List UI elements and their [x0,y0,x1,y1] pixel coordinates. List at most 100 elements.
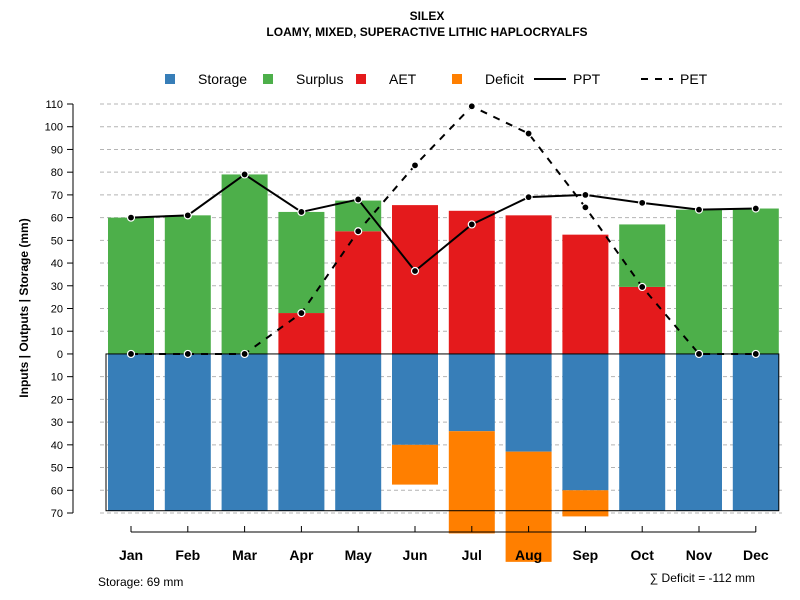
aet-bar [392,205,438,354]
pet-point [581,203,590,212]
x-tick-label: Jul [462,547,482,563]
aet-bar [505,215,552,354]
ppt-line [130,173,756,273]
pet-point [638,282,647,292]
y-tick-label: 40 [51,440,63,452]
surplus-bar [278,211,325,314]
deficit-bar [562,490,609,517]
ppt-point [183,211,192,220]
deficit-bar [448,431,495,534]
y-tick-label: 0 [57,349,63,361]
ppt-point [581,190,590,199]
aet-bar [335,231,382,354]
pet-line [131,105,756,355]
x-tick-label: Oct [631,547,655,563]
y-tick-label: 50 [51,235,63,247]
deficit-bar [392,444,438,485]
surplus-bar [732,208,779,354]
pet-point [354,227,363,236]
legend-swatch-deficit [452,74,462,84]
y-tick-label: 80 [51,167,63,179]
ppt-point [354,195,363,204]
pet-point [751,349,760,359]
legend-label-deficit: Deficit [485,71,524,87]
ppt-point [694,205,704,214]
pet-point [467,102,476,111]
legend-swatch-storage [165,74,175,84]
surplus-bar [108,217,154,354]
storage-capacity-box [105,353,780,512]
storage-bar [619,353,666,511]
storage-bar [505,353,552,452]
storage-bar [562,353,609,491]
storage-footnote: Storage: 69 mm [98,575,183,589]
storage-bar [221,353,268,511]
bars [108,174,779,562]
y-tick-label: 30 [51,417,63,429]
x-tick-label: Sep [573,547,599,563]
surplus-bar [335,200,382,232]
y-tick-label: 10 [51,372,63,384]
chart-title: SILEX [410,9,445,23]
x-tick-label: Apr [289,547,314,563]
storage-bar [732,353,779,511]
ppt-point [751,204,760,213]
x-axis: Jan Feb Mar Apr May Jun Jul Aug Sep Oct Nov Dec [119,526,769,563]
aet-bar [562,234,609,354]
legend-label-storage: Storage [198,71,247,87]
storage-bar [164,353,211,511]
legend-label-aet: AET [389,71,417,87]
y-tick-label: 100 [45,122,63,134]
legend-label-ppt: PPT [573,71,601,87]
ppt-point [297,207,306,217]
aet-bar [619,286,666,354]
y-tick-label: 40 [51,258,63,270]
x-tick-label: Dec [743,547,769,563]
pet-point [694,349,704,359]
surplus-bar [164,215,211,354]
aet-bar [278,313,325,354]
legend-label-pet: PET [680,71,708,87]
ppt-point [126,213,136,222]
y-tick-label: 70 [51,508,63,520]
gridlines [100,103,782,514]
deficit-footnote: ∑ Deficit = -112 mm [650,571,755,585]
series-lines [126,102,760,359]
storage-bar [676,353,722,511]
storage-frame [105,353,780,512]
legend-swatch-aet [356,74,366,84]
pet-point [410,161,420,170]
y-tick-label: 20 [51,394,63,406]
x-tick-label: Jan [119,547,143,563]
y-tick-label: 70 [51,190,63,202]
storage-bar [278,353,325,511]
storage-bar [448,353,495,432]
ppt-point [467,220,476,229]
storage-bar [335,353,382,511]
x-tick-label: Feb [175,547,200,563]
legend-swatch-surplus [263,74,273,84]
pet-point [297,308,306,318]
y-tick-label: 60 [51,213,63,225]
y-tick-label: 20 [51,304,63,316]
pet-point [524,129,533,138]
aet-bar [448,210,495,354]
pet-point [126,349,136,359]
y-axis-label: Inputs | Outputs | Storage (mm) [17,218,31,397]
legend: Storage Surplus AET Deficit PPT PET [165,71,708,87]
surplus-bar [221,174,268,354]
y-tick-label: 90 [51,144,63,156]
ppt-point [638,198,647,207]
y-tick-label: 50 [51,463,63,475]
x-tick-label: May [345,547,372,563]
surplus-bar [619,224,666,287]
surplus-bar [676,209,722,354]
ppt-point [524,193,533,202]
y-tick-label: 10 [51,326,63,338]
ppt-point [410,266,420,276]
x-tick-label: Jun [403,547,428,563]
storage-bar [392,353,438,445]
x-tick-label: Mar [232,547,257,563]
y-tick-label: 110 [45,99,63,111]
legend-label-surplus: Surplus [296,71,343,87]
